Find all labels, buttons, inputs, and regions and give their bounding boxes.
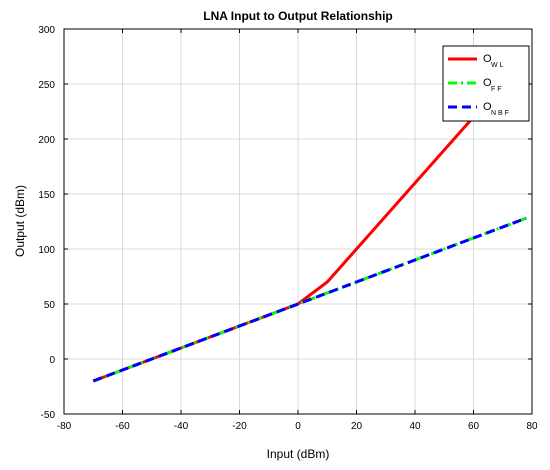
x-tick-label: 60 (468, 421, 480, 432)
y-tick-label: 50 (44, 300, 56, 311)
y-tick-label: 100 (38, 245, 55, 256)
y-tick-label: 250 (38, 80, 55, 91)
x-tick-label: -20 (232, 421, 247, 432)
y-tick-label: 200 (38, 135, 55, 146)
y-axis-label: Output (dBm) (13, 185, 27, 257)
x-tick-label: -60 (115, 421, 130, 432)
x-tick-label: -80 (57, 421, 72, 432)
x-tick-label: 80 (526, 421, 538, 432)
legend-label-2: O (483, 101, 492, 113)
legend: OW LOF FON B F (442, 45, 530, 122)
x-axis-label: Input (dBm) (267, 447, 330, 461)
chart-title: LNA Input to Output Relationship (203, 9, 393, 23)
x-tick-label: 40 (409, 421, 421, 432)
y-tick-label: 150 (38, 190, 55, 201)
series-line-2 (92, 216, 527, 383)
legend-subscript-2: N B F (491, 110, 509, 117)
y-tick-label: 300 (38, 25, 55, 36)
x-tick-label: -40 (174, 421, 189, 432)
legend-label-0: O (483, 53, 492, 65)
legend-label-1: O (483, 77, 492, 89)
y-tick-label: 0 (49, 355, 55, 366)
x-tick-label: 0 (295, 421, 301, 432)
series-group (92, 56, 528, 383)
legend-subscript-0: W L (491, 62, 504, 69)
y-tick-label: -50 (41, 410, 56, 421)
grid (64, 29, 532, 414)
tick-labels: -80 -60 -40 -20 0 20 40 60 80 -50 0 50 100 150 200 250 3… (38, 25, 538, 432)
legend-subscript-1: F F (491, 86, 502, 93)
x-tick-label: 20 (351, 421, 363, 432)
